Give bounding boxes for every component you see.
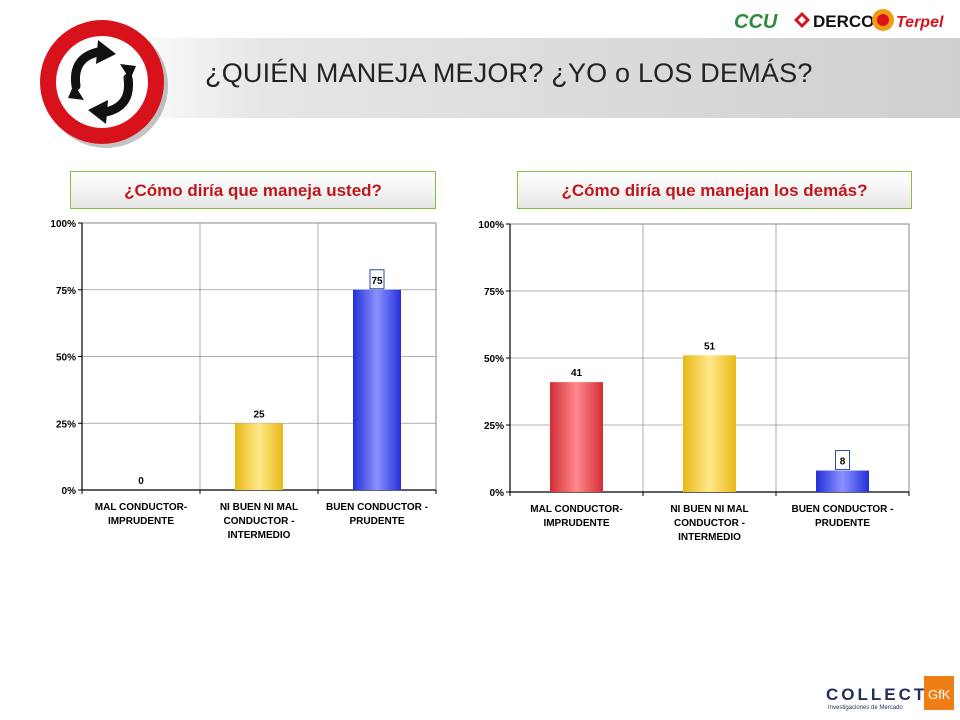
- category-label-2: INTERMEDIO: [678, 532, 741, 543]
- bar-2: [683, 355, 736, 492]
- category-label-1: IMPRUDENTE: [108, 516, 174, 527]
- y-tick-label: 100%: [50, 219, 76, 230]
- bar-3: [353, 289, 401, 490]
- data-label-1: 41: [571, 368, 583, 379]
- data-label-box: [835, 450, 850, 471]
- gfk-badge: [924, 676, 954, 710]
- y-tick-label: 75%: [484, 287, 504, 298]
- category-label-2: NI BUEN NI MAL: [670, 504, 748, 515]
- category-label-1: MAL CONDUCTOR-: [530, 504, 622, 515]
- category-label-1: IMPRUDENTE: [543, 518, 609, 529]
- data-label-3: 75: [371, 276, 383, 287]
- data-label-box: [369, 269, 385, 290]
- chart-self-driving: 0% 25% 50% 75% 100% 0 MAL CONDUCTOR- IMPRUDENTE…: [50, 219, 437, 541]
- y-tick-label: 100%: [478, 220, 504, 231]
- category-label-3: BUEN CONDUCTOR -: [791, 504, 893, 515]
- category-label-3: BUEN CONDUCTOR -: [326, 502, 428, 513]
- category-label-1: MAL CONDUCTOR-: [95, 502, 187, 513]
- terpel-logo: Terpel: [872, 9, 944, 31]
- y-tick-label: 50%: [484, 354, 504, 365]
- sponsor-logos: CCU DERCO Terpel: [734, 9, 944, 33]
- y-tick-label: 0%: [490, 488, 505, 499]
- data-label-2: 51: [704, 341, 716, 352]
- category-label-2: INTERMEDIO: [228, 530, 291, 541]
- svg-text:DERCO: DERCO: [813, 12, 874, 31]
- category-label-3: PRUDENTE: [349, 516, 404, 527]
- title-banner: [110, 38, 960, 118]
- data-label-1: 0: [138, 476, 144, 487]
- derco-logo: DERCO: [794, 12, 874, 31]
- y-tick-label: 25%: [484, 421, 504, 432]
- ccu-logo: CCU: [734, 11, 778, 33]
- collect-gfk-logo: COLLECT Investigaciones de Mercado GfK: [826, 676, 954, 711]
- collect-wordmark: COLLECT: [826, 685, 927, 704]
- bar-2: [235, 423, 283, 490]
- collect-tagline: Investigaciones de Mercado: [828, 705, 903, 711]
- category-label-3: PRUDENTE: [815, 518, 870, 529]
- category-label-2: CONDUCTOR -: [674, 518, 745, 529]
- category-label-2: CONDUCTOR -: [224, 516, 295, 527]
- y-tick-label: 50%: [56, 353, 76, 364]
- data-label-2: 25: [253, 409, 265, 420]
- y-tick-label: 25%: [56, 419, 76, 430]
- question-box-self: ¿Cómo diría que maneja usted?: [70, 171, 436, 209]
- traffic-sign-icon: [40, 20, 168, 148]
- question-box-others: ¿Cómo diría que manejan los demás?: [517, 171, 912, 209]
- page-title: ¿QUIÉN MANEJA MEJOR? ¿YO o LOS DEMÁS?: [205, 58, 813, 88]
- y-tick-label: 0%: [62, 486, 77, 497]
- y-tick-label: 75%: [56, 286, 76, 297]
- bar-3: [816, 470, 869, 492]
- svg-text:Terpel: Terpel: [896, 14, 944, 31]
- gfk-badge-text: GfK: [928, 687, 951, 702]
- data-label-3: 8: [840, 457, 846, 468]
- bar-1: [550, 382, 603, 492]
- chart-others-driving: 0% 25% 50% 75% 100% 41 MAL CONDUCTOR- IMPRUDENT…: [478, 220, 910, 543]
- category-label-2: NI BUEN NI MAL: [220, 502, 298, 513]
